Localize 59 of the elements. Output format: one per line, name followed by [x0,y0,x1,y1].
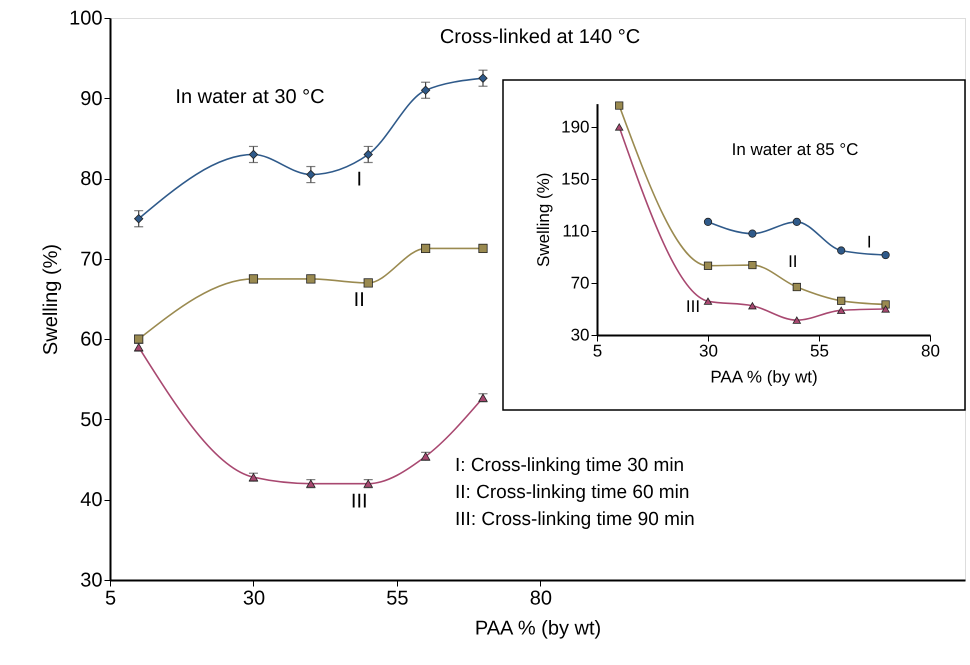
point [881,305,890,313]
x-tick-label: 80 [530,588,552,610]
y-axis-title: Swelling (%) [534,172,554,268]
y-tick-label: 40 [80,489,102,512]
point [837,246,846,255]
y-tick-label: 70 [80,248,102,270]
point [748,260,757,270]
point [364,150,373,160]
annotation: III: Cross-linking time 90 min [455,509,695,530]
point [881,250,890,260]
y-tick-label: 190 [561,118,590,136]
point [615,101,624,110]
point [704,298,712,305]
point [792,218,801,226]
point [748,230,757,238]
series-label: II [788,252,798,272]
x-axis-title: PAA % (by wt) [474,618,602,640]
point [792,316,801,324]
y-axis-title: Swelling (%) [40,244,62,356]
annotation: In water at 30 °C [175,86,325,108]
x-tick-label: 30 [242,588,266,610]
x-tick-label: 55 [386,588,409,610]
series-label: III [350,490,368,513]
series-label: III [686,297,700,316]
annotation: I: Cross-linking time 30 min [455,455,684,476]
series-label: I [356,168,362,190]
x-tick-label: 5 [592,342,602,360]
point [478,74,488,83]
chart-title: Cross-linked at 140 °C [440,26,640,48]
x-tick-label: 5 [104,588,116,610]
annotation: In water at 85 °C [732,140,858,159]
series-label: II [354,288,365,311]
y-tick-label: 90 [80,88,102,110]
point [837,306,846,314]
y-tick-label: 50 [80,408,102,431]
y-tick-label: 110 [562,222,590,240]
y-tick-label: 100 [69,8,102,30]
y-tick-label: 30 [80,570,102,592]
x-axis-title: PAA % (by wt) [710,368,818,386]
point [704,262,712,270]
point [306,170,316,180]
x-tick-label: 30 [699,342,718,360]
y-tick-label: 60 [80,328,102,351]
y-tick-label: 70 [570,274,590,292]
y-tick-label: 150 [561,170,590,188]
x-tick-label: 55 [810,342,829,360]
point [421,86,430,95]
x-tick-label: 80 [921,342,940,360]
point [837,296,846,305]
y-tick-label: 30 [570,326,590,344]
point [748,302,757,310]
series-label: I [866,232,872,252]
point [792,282,801,292]
y-tick-label: 80 [80,168,102,190]
point [134,214,144,224]
annotation: II: Cross-linking time 60 min [455,482,690,503]
point [248,150,258,160]
point [615,123,624,131]
point [704,218,712,226]
